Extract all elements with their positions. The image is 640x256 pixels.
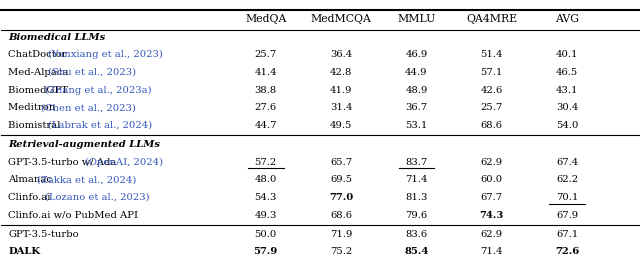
Text: (Yunxiang et al., 2023): (Yunxiang et al., 2023) [49, 50, 163, 59]
Text: (Lozano et al., 2023): (Lozano et al., 2023) [45, 193, 149, 202]
Text: 30.4: 30.4 [556, 103, 579, 112]
Text: 36.7: 36.7 [405, 103, 428, 112]
Text: 68.6: 68.6 [481, 121, 503, 130]
Text: 53.1: 53.1 [405, 121, 428, 130]
Text: 68.6: 68.6 [330, 210, 352, 219]
Text: 79.6: 79.6 [405, 210, 428, 219]
Text: GPT-3.5-turbo w/ Ada: GPT-3.5-turbo w/ Ada [8, 158, 120, 167]
Text: 71.4: 71.4 [405, 175, 428, 184]
Text: 48.9: 48.9 [405, 86, 428, 95]
Text: 46.9: 46.9 [405, 50, 428, 59]
Text: 71.9: 71.9 [330, 230, 352, 239]
Text: 69.5: 69.5 [330, 175, 352, 184]
Text: 31.4: 31.4 [330, 103, 353, 112]
Text: (Zhang et al., 2023a): (Zhang et al., 2023a) [45, 86, 152, 95]
Text: MedMCQA: MedMCQA [310, 14, 371, 24]
Text: 44.7: 44.7 [255, 121, 277, 130]
Text: (Zakka et al., 2024): (Zakka et al., 2024) [38, 175, 137, 184]
Text: 67.4: 67.4 [556, 158, 579, 167]
Text: 62.9: 62.9 [481, 230, 503, 239]
Text: Biomistral: Biomistral [8, 121, 64, 130]
Text: 44.9: 44.9 [405, 68, 428, 77]
Text: 67.1: 67.1 [556, 230, 579, 239]
Text: 81.3: 81.3 [405, 193, 428, 202]
Text: Meditron: Meditron [8, 103, 59, 112]
Text: 85.4: 85.4 [404, 247, 429, 256]
Text: 71.4: 71.4 [481, 247, 503, 256]
Text: Almanac: Almanac [8, 175, 56, 184]
Text: 54.3: 54.3 [255, 193, 277, 202]
Text: 49.3: 49.3 [255, 210, 277, 219]
Text: 46.5: 46.5 [556, 68, 579, 77]
Text: Clinfo.ai: Clinfo.ai [8, 193, 54, 202]
Text: 83.7: 83.7 [405, 158, 428, 167]
Text: 40.1: 40.1 [556, 50, 579, 59]
Text: 57.1: 57.1 [481, 68, 503, 77]
Text: 41.4: 41.4 [255, 68, 277, 77]
Text: 75.2: 75.2 [330, 247, 352, 256]
Text: 77.0: 77.0 [329, 193, 353, 202]
Text: BiomedGPT: BiomedGPT [8, 86, 72, 95]
Text: (Labrak et al., 2024): (Labrak et al., 2024) [49, 121, 153, 130]
Text: MMLU: MMLU [397, 14, 436, 24]
Text: GPT-3.5-turbo: GPT-3.5-turbo [8, 230, 79, 239]
Text: AVG: AVG [555, 14, 579, 24]
Text: 67.7: 67.7 [481, 193, 503, 202]
Text: MedQA: MedQA [245, 14, 287, 24]
Text: 51.4: 51.4 [481, 50, 503, 59]
Text: QA4MRE: QA4MRE [466, 14, 517, 24]
Text: Biomedical LLMs: Biomedical LLMs [8, 33, 106, 42]
Text: 60.0: 60.0 [481, 175, 503, 184]
Text: 54.0: 54.0 [556, 121, 579, 130]
Text: 42.8: 42.8 [330, 68, 352, 77]
Text: 43.1: 43.1 [556, 86, 579, 95]
Text: 83.6: 83.6 [405, 230, 428, 239]
Text: (Shu et al., 2023): (Shu et al., 2023) [49, 68, 136, 77]
Text: 42.6: 42.6 [481, 86, 503, 95]
Text: Retrieval-augmented LLMs: Retrieval-augmented LLMs [8, 140, 161, 149]
Text: (OpenAI, 2024): (OpenAI, 2024) [84, 158, 163, 167]
Text: 62.2: 62.2 [556, 175, 578, 184]
Text: 41.9: 41.9 [330, 86, 353, 95]
Text: (Chen et al., 2023): (Chen et al., 2023) [41, 103, 136, 112]
Text: 67.9: 67.9 [556, 210, 578, 219]
Text: 62.9: 62.9 [481, 158, 503, 167]
Text: 74.3: 74.3 [479, 210, 504, 219]
Text: 48.0: 48.0 [255, 175, 277, 184]
Text: 65.7: 65.7 [330, 158, 352, 167]
Text: Med-Alpaca: Med-Alpaca [8, 68, 72, 77]
Text: 49.5: 49.5 [330, 121, 352, 130]
Text: ChatDoctor: ChatDoctor [8, 50, 70, 59]
Text: DALK: DALK [8, 247, 40, 256]
Text: 27.6: 27.6 [255, 103, 276, 112]
Text: 50.0: 50.0 [255, 230, 277, 239]
Text: 25.7: 25.7 [481, 103, 503, 112]
Text: 57.2: 57.2 [255, 158, 277, 167]
Text: 72.6: 72.6 [555, 247, 579, 256]
Text: 57.9: 57.9 [253, 247, 278, 256]
Text: 36.4: 36.4 [330, 50, 352, 59]
Text: 38.8: 38.8 [255, 86, 277, 95]
Text: Clinfo.ai w/o PubMed API: Clinfo.ai w/o PubMed API [8, 210, 138, 219]
Text: 25.7: 25.7 [255, 50, 277, 59]
Text: 70.1: 70.1 [556, 193, 579, 202]
